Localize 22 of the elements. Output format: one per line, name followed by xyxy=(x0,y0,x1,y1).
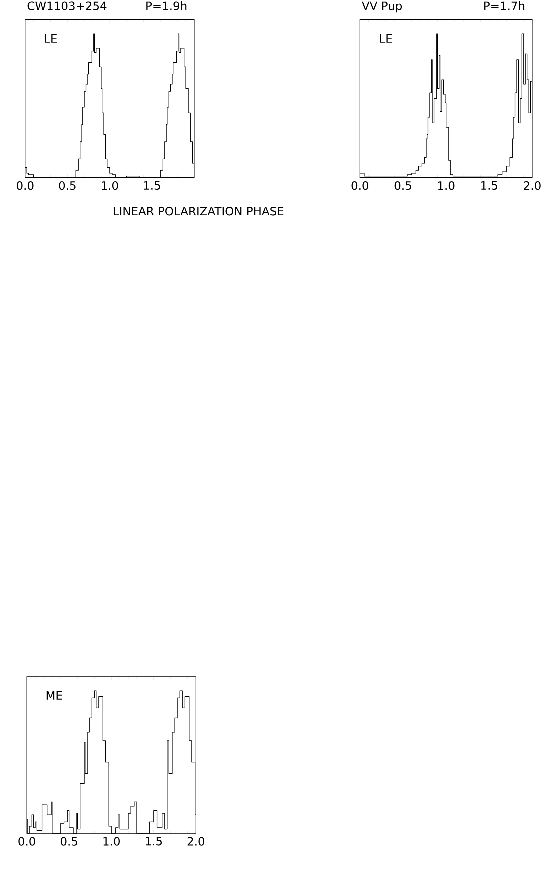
chart-title: CW1103+254 xyxy=(28,2,107,10)
x-tick-label: 1.0 xyxy=(438,181,455,190)
x-tick-label: 0.5 xyxy=(394,181,412,190)
x-tick-label: 1.5 xyxy=(144,181,160,190)
x-tick-label: 1.0 xyxy=(104,837,120,846)
x-tick-label: 0.0 xyxy=(18,837,36,846)
annotation: LE xyxy=(45,34,57,43)
x-tick-label: 2.0 xyxy=(188,837,204,846)
annotation: LE xyxy=(380,34,392,43)
x-tick-label: 0.0 xyxy=(352,181,368,190)
x-tick-label: 0.0 xyxy=(16,181,34,190)
x-tick-label: 0.5 xyxy=(60,837,78,846)
x-tick-label: 1.5 xyxy=(481,181,498,190)
chart-subtitle: P=1.9h xyxy=(146,2,187,10)
x-axis-title: LINEAR POLARIZATION PHASE xyxy=(114,207,284,216)
x-tick-label: 1.0 xyxy=(102,181,118,190)
x-tick-label: 1.5 xyxy=(146,837,162,846)
annotation: ME xyxy=(46,691,62,700)
x-tick-label: 2.0 xyxy=(524,181,541,190)
chart-title: VV Pup xyxy=(362,2,402,13)
chart-subtitle: P=1.7h xyxy=(484,2,524,10)
x-tick-label: 0.5 xyxy=(59,181,76,190)
